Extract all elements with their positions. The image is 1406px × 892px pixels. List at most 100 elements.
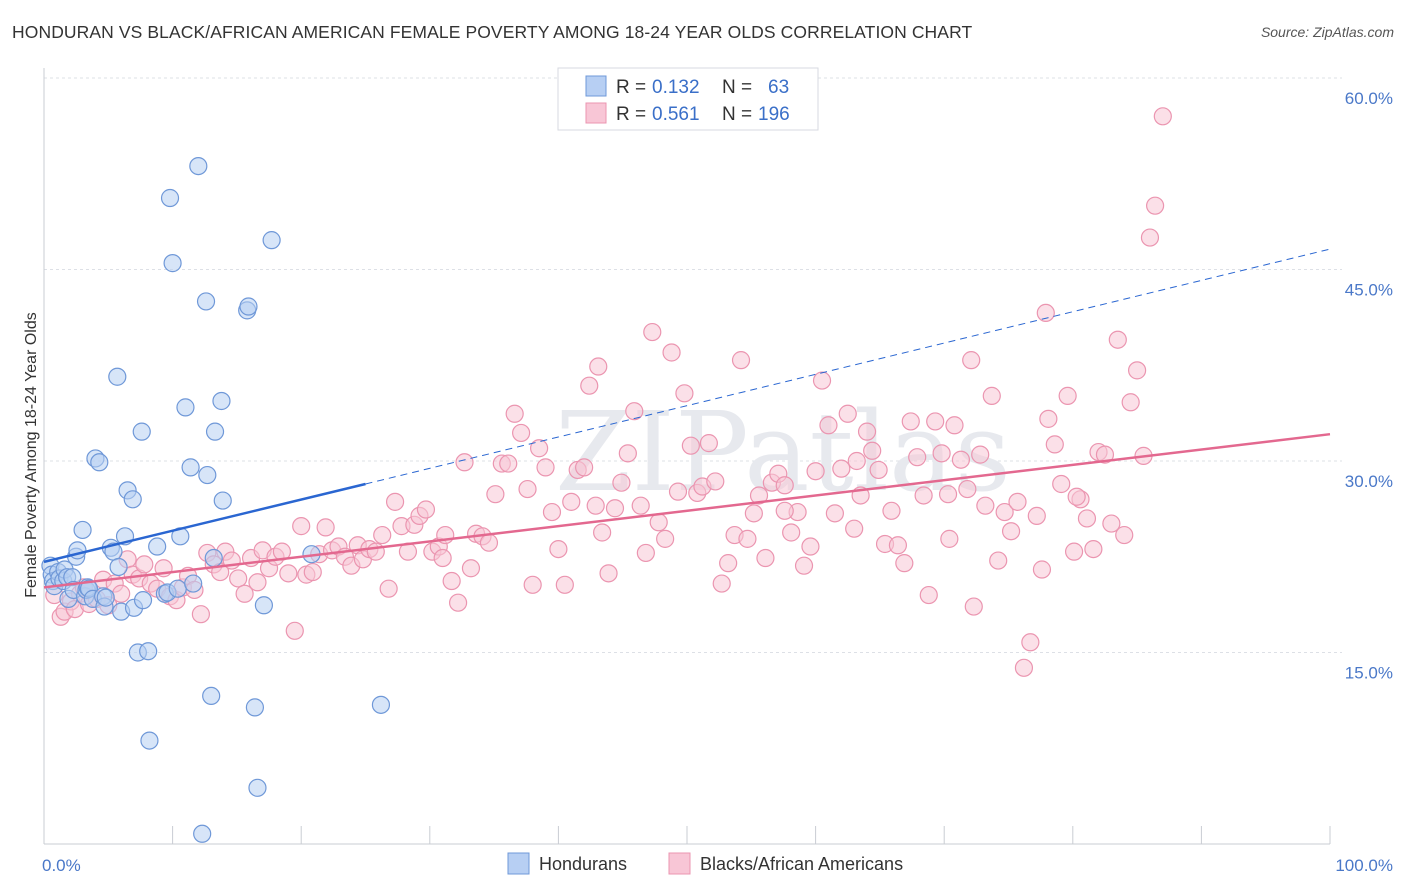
point-blacks (699, 434, 718, 453)
point-blacks (479, 533, 499, 552)
point-blacks (1127, 361, 1147, 380)
point-blacks (989, 551, 1008, 570)
point-blacks (605, 499, 625, 518)
point-blacks (373, 525, 392, 545)
point-blacks (625, 402, 644, 421)
point-blacks (1108, 330, 1127, 349)
point-hondurans (198, 465, 217, 485)
y-tick-label: 60.0% (1345, 89, 1393, 108)
point-blacks (845, 519, 864, 538)
point-blacks (662, 343, 681, 362)
point-blacks (191, 605, 210, 624)
point-blacks (461, 559, 481, 578)
point-hondurans (148, 537, 167, 556)
point-hondurans (193, 824, 212, 843)
point-hondurans (262, 231, 281, 250)
point-blacks (971, 445, 990, 464)
point-blacks (847, 451, 866, 471)
point-blacks (749, 486, 769, 505)
point-blacks (681, 436, 700, 455)
point-blacks (562, 492, 581, 511)
point-blacks (112, 584, 131, 603)
bottom-legend-blacks: Blacks/African Americans (700, 854, 903, 874)
point-blacks (1077, 509, 1097, 528)
point-hondurans (108, 367, 127, 386)
point-blacks (995, 502, 1014, 522)
point-blacks (1036, 303, 1055, 323)
point-hondurans (202, 686, 221, 706)
x-tick-labels: 0.0% 100.0% (42, 856, 1393, 875)
point-blacks (1032, 560, 1052, 579)
trend-blacks (43, 432, 1331, 589)
point-blacks (235, 584, 254, 603)
point-hondurans (196, 292, 216, 311)
y-tick-label: 30.0% (1345, 472, 1393, 491)
point-blacks (416, 500, 436, 519)
point-hondurans (204, 548, 223, 568)
legend-swatch-hondurans (585, 75, 607, 97)
point-blacks (775, 501, 794, 520)
point-blacks (932, 444, 951, 463)
point-blacks (135, 555, 154, 574)
point-blacks (982, 386, 1001, 405)
point-blacks (951, 450, 971, 469)
point-blacks (1153, 107, 1172, 126)
point-blacks (1102, 514, 1121, 533)
point-blacks (819, 416, 838, 435)
point-blacks (612, 473, 631, 492)
legend-box: R = 0.132 N = 63 R = 0.561 N = 196 (557, 67, 819, 131)
point-hondurans (96, 588, 115, 607)
legend-swatch-blacks (585, 102, 607, 124)
point-blacks (675, 384, 694, 403)
chart-source: Source: ZipAtlas.com (1260, 24, 1394, 40)
point-blacks (366, 542, 385, 561)
point-blacks (575, 458, 594, 477)
point-blacks (938, 485, 958, 504)
point-blacks (279, 564, 298, 583)
point-blacks (385, 492, 405, 511)
point-hondurans (160, 188, 180, 208)
point-blacks (586, 496, 605, 515)
point-blacks (940, 529, 959, 548)
point-blacks (649, 513, 668, 532)
point-blacks (518, 479, 537, 499)
point-blacks (832, 459, 851, 478)
point-blacks (857, 422, 877, 441)
point-hondurans (132, 422, 151, 441)
point-blacks (976, 496, 995, 515)
point-blacks (523, 575, 542, 594)
point-blacks (888, 536, 908, 555)
point-blacks (926, 412, 945, 431)
point-blacks (555, 575, 574, 594)
trend-hondurans (43, 482, 366, 564)
point-blacks (812, 371, 832, 390)
trend-hondurans-extension (365, 248, 1331, 485)
point-blacks (593, 523, 612, 542)
point-blacks (433, 548, 452, 568)
point-blacks (901, 412, 920, 431)
point-hondurans (239, 297, 258, 316)
point-hondurans (139, 642, 158, 661)
point-blacks (1008, 492, 1027, 511)
point-blacks (618, 444, 637, 463)
point-blacks (499, 454, 518, 473)
point-hondurans (123, 490, 142, 509)
point-blacks (712, 574, 731, 593)
point-blacks (731, 351, 751, 370)
bottom-legend-hondurans: Hondurans (539, 854, 627, 874)
point-blacks (908, 448, 927, 467)
point-blacks (869, 460, 888, 480)
point-hondurans (189, 156, 208, 176)
point-hondurans (181, 458, 200, 477)
point-hondurans (73, 520, 92, 540)
point-hondurans (205, 422, 225, 441)
point-blacks (512, 423, 531, 443)
point-blacks (486, 485, 505, 504)
point-blacks (599, 564, 618, 583)
y-axis-label: Female Poverty Among 18-24 Year Olds (23, 312, 40, 598)
point-blacks (668, 482, 688, 501)
point-hondurans (245, 698, 265, 717)
point-blacks (636, 543, 655, 563)
axes (43, 68, 1331, 845)
